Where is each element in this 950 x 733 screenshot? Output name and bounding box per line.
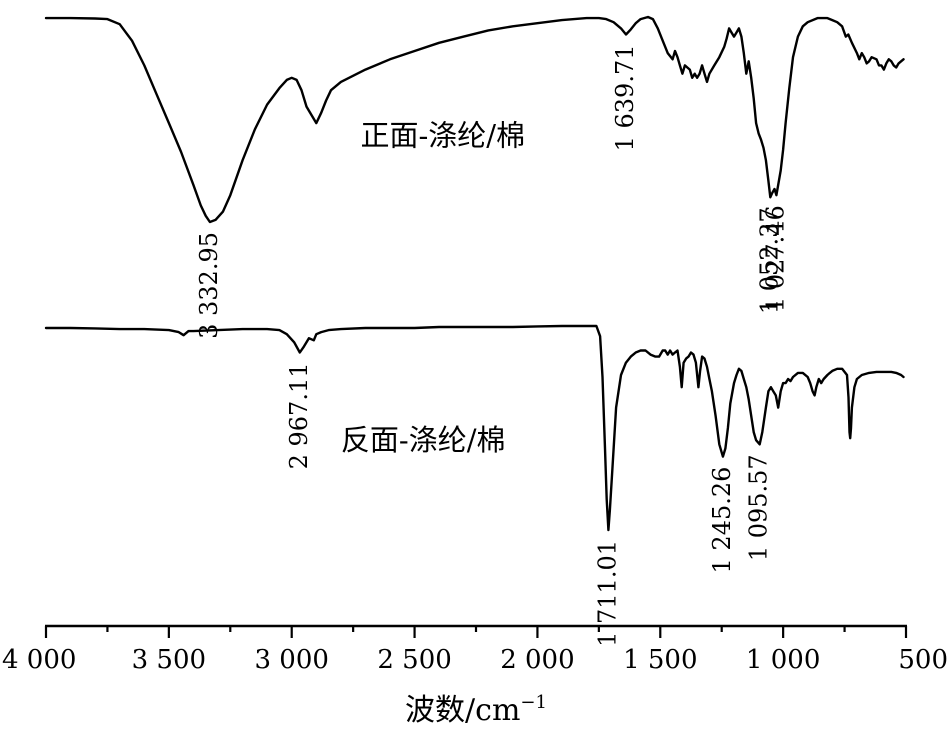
series-labels: 正面-涤纶/棉反面-涤纶/棉 [341, 119, 525, 458]
x-tick-label: 2 500 [377, 645, 451, 675]
peak-label: 2 967.11 [285, 363, 313, 470]
x-axis: 4 000 3 500 3 000 2 500 2 000 1 500 1 000 500 波… [2, 624, 948, 728]
x-tick-label: 2 000 [500, 645, 574, 675]
series-label-back: 反面-涤纶/棉 [341, 423, 506, 457]
x-axis-tick-labels: 4 000 3 500 3 000 2 500 2 000 1 500 1 000 500 [2, 645, 948, 675]
x-axis-title-main: 波数/cm [405, 693, 520, 728]
plot-area: 3 332.95 1 639.71 1 052.371 027.46 2 967.11… [44, 15, 905, 647]
peak-label: 3 332.95 [195, 232, 223, 339]
peak-label: 1 052.37 [755, 207, 783, 314]
series-layer [44, 15, 905, 532]
series-label-front: 正面-涤纶/棉 [361, 119, 526, 153]
peak-label: 1 245.26 [708, 467, 736, 574]
x-axis-ticks [44, 626, 908, 638]
x-tick-label: 3 500 [132, 645, 206, 675]
spectrum-line-front [44, 15, 905, 224]
x-tick-label: 1 000 [746, 645, 820, 675]
x-tick-label: 1 500 [623, 645, 697, 675]
spectrum-line-back [44, 324, 905, 532]
x-axis-title: 波数/cm−1 [405, 692, 547, 728]
peak-label: 1 027.46 [761, 205, 789, 312]
peak-annotations: 3 332.95 1 639.71 1 052.371 027.46 2 967.11… [195, 45, 790, 647]
peak-label: 1 711.01 [593, 540, 621, 647]
x-axis-title-superscript: −1 [520, 692, 547, 713]
peak-label: 1 095.57 [745, 454, 773, 561]
x-tick-label: 3 000 [254, 645, 328, 675]
x-tick-label: 500 [898, 645, 948, 675]
peak-label: 1 639.71 [611, 45, 639, 152]
x-tick-label: 4 000 [2, 645, 76, 675]
